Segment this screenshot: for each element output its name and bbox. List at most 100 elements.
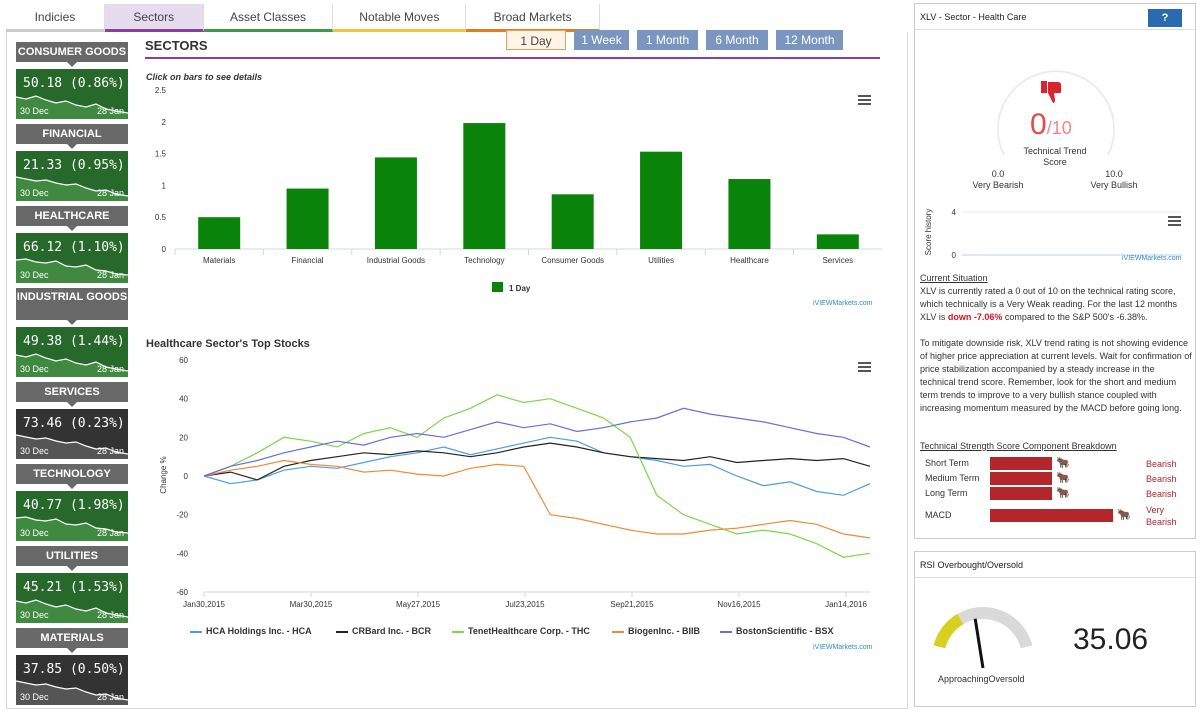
tab-broad-markets[interactable]: Broad Markets [466,4,600,32]
sector-label-industrial-goods[interactable]: INDUSTRIAL GOODS [16,288,128,325]
period-6-month-button[interactable]: 6 Month [706,30,768,50]
sector-sparkline-card[interactable]: 21.33 (0.95%) 30 Dec 28 Jan [16,151,128,201]
bar-healthcare [728,179,771,249]
sparkline [16,599,128,623]
line-x-tick: Nov16,2015 [717,600,761,609]
line-chart-menu-icon[interactable] [858,362,871,372]
component-value: Very Bearish [1146,505,1177,527]
sparkline-line [16,176,128,197]
sector-label-materials[interactable]: MATERIALS [16,628,128,653]
sparkline [16,353,128,377]
component-name: Long Term [925,488,968,498]
sector-label-utilities[interactable]: UTILITIES [16,546,128,571]
component-bar [990,457,1052,470]
score-history-ylabel: Score history [924,209,933,256]
legend-label: CRBard Inc. - BCR [352,626,432,636]
line-series-bcr [203,442,871,481]
period-1-month-button[interactable]: 1 Month [637,30,698,50]
sector-sparkline-card[interactable]: 37.85 (0.50%) 30 Dec 28 Jan [16,655,128,705]
tab-notable-moves[interactable]: Notable Moves [333,4,467,32]
mitigation-paragraph: To mitigate downside risk, XLV trend rat… [920,338,1192,413]
sector-label-services[interactable]: SERVICES [16,382,128,407]
tab-asset-classes[interactable]: Asset Classes [203,4,334,32]
line-x-tick: Jan30,2015 [183,600,225,609]
sparkline [16,176,128,201]
bar-legend-label: 1 Day [509,284,531,293]
component-value: Bearish [1146,489,1177,499]
score-label-line2: Score [1043,157,1067,167]
component-name: MACD [925,510,952,520]
bar-x-label: Services [822,256,853,265]
title-underline [145,57,880,59]
click-hint: Click on bars to see details [146,72,263,82]
line-y-tick: 20 [179,433,188,442]
sector-label-technology[interactable]: TECHNOLOGY [16,464,128,489]
sparkline-end-date: 28 Jan [96,610,124,620]
line-y-tick: 60 [179,356,188,365]
sector-value: 49.38 (1.44%) [23,334,125,349]
situation-change: down -7.06% [947,312,1003,322]
bar-y-tick: 2.5 [155,86,167,95]
sector-value: 40.77 (1.98%) [23,498,125,513]
sparkline [16,95,128,119]
legend-swatch [720,630,732,633]
sector-sparkline-card[interactable]: 73.46 (0.23%) 30 Dec 28 Jan [16,409,128,459]
sector-value: 45.21 (1.53%) [23,580,125,595]
rsi-value: 35.06 [1073,623,1149,656]
period-1-day-button[interactable]: 1 Day [506,30,566,50]
sector-bar-chart: 0 0.5 1 1.5 2 2.5 Materials Financial Industrial… [155,86,882,293]
legend-biib[interactable]: BiogenInc. - BIIB [612,626,700,636]
bar-y-tick: 0 [162,245,167,254]
tab-sectors[interactable]: Sectors [104,4,204,32]
sector-value: 66.12 (1.10%) [23,240,125,255]
sparkline-end-date: 28 Jan [96,446,124,456]
thumbs-down-icon [1041,81,1061,103]
score-history-ytick: 0 [952,251,957,260]
legend-hca[interactable]: HCA Holdings Inc. - HCA [190,626,312,636]
sparkline-area [16,435,128,459]
sparkline-end-date: 28 Jan [96,528,124,538]
sector-sidebar: CONSUMER GOODS 50.18 (0.86%) 30 Dec 28 Jan F… [16,42,128,710]
sector-sparkline-card[interactable]: 50.18 (0.86%) 30 Dec 28 Jan [16,69,128,119]
bar-y-tick: 1.5 [155,150,167,159]
legend-label: TenetHealthcare Corp. - THC [468,626,590,636]
bar-utilities [640,151,683,249]
sparkline-line [16,258,128,276]
bear-icon: 🐂 [1056,457,1070,469]
bar-x-label: Materials [203,256,235,265]
legend-bsx[interactable]: BostonScientific - BSX [720,626,834,636]
score-history-menu-icon[interactable] [1168,216,1181,226]
help-button[interactable]: ? [1148,9,1182,27]
sparkline-line [16,95,128,114]
bear-icon: 🐂 [1056,487,1070,499]
component-value: Bearish [1146,459,1177,469]
sector-sparkline-card[interactable]: 66.12 (1.10%) 30 Dec 28 Jan [16,233,128,283]
line-series-hca [203,436,871,496]
line-chart-title: Healthcare Sector's Top Stocks [146,338,310,350]
tab-indicies[interactable]: Indicies [6,4,105,32]
sector-sparkline-card[interactable]: 45.21 (1.53%) 30 Dec 28 Jan [16,573,128,623]
period-12-month-button[interactable]: 12 Month [776,30,843,50]
sector-sparkline-card[interactable]: 40.77 (1.98%) 30 Dec 28 Jan [16,491,128,541]
sector-label-financial[interactable]: FINANCIAL [16,124,128,149]
score-value: 0/10 [1030,108,1072,142]
bar-y-tick: 0.5 [155,213,167,222]
score-history-ytick: 4 [952,208,957,217]
period-1-week-button[interactable]: 1 Week [574,30,629,50]
legend-bcr[interactable]: CRBard Inc. - BCR [336,626,431,636]
sector-label-consumer-goods[interactable]: CONSUMER GOODS [16,42,128,67]
legend-thc[interactable]: TenetHealthcare Corp. - THC [452,626,590,636]
line-chart-credit: iVIEWMarkets.com [813,644,873,651]
sparkline-line [16,353,128,372]
score-max-label: Very Bullish [1090,180,1138,190]
component-bar [990,472,1052,485]
sparkline-line [16,680,128,701]
bar-chart-menu-icon[interactable] [858,95,871,105]
bar-x-label: Technology [464,256,504,265]
sparkline-end-date: 28 Jan [96,106,124,116]
score-label-line1: Technical Trend [1023,146,1087,156]
sector-label-healthcare[interactable]: HEALTHCARE [16,206,128,231]
sector-sparkline-card[interactable]: 49.38 (1.44%) 30 Dec 28 Jan [16,327,128,377]
line-x-tick: Jan14,2016 [825,600,867,609]
sparkline-end-date: 28 Jan [96,364,124,374]
